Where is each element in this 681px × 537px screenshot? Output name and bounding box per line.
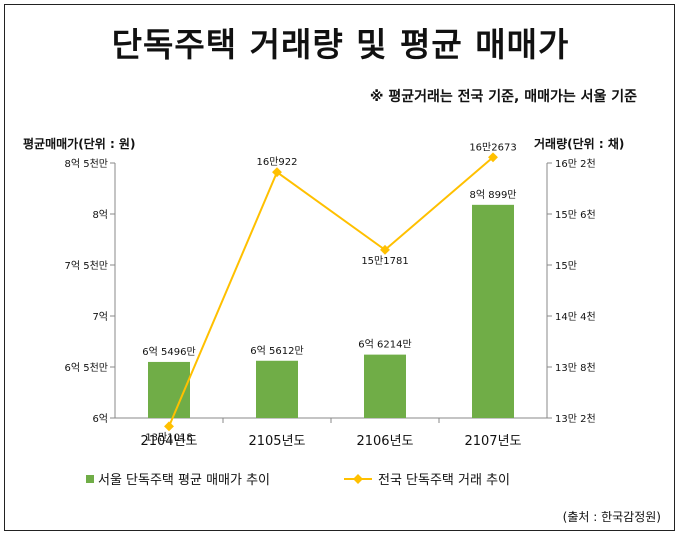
right-axis-title: 거래량(단위 : 채) [534,137,625,151]
left-tick-label: 7억 5천만 [64,260,108,272]
bar-value-label: 6억 5496만 [142,346,195,358]
bar [256,360,298,418]
right-tick-label: 13만 8천 [555,362,596,374]
bar-value-label: 8억 899만 [469,189,516,201]
bar-series [148,204,514,418]
legend-line-label: 전국 단독주택 거래 추이 [378,473,510,488]
line-point [380,244,390,255]
right-tick-label: 14만 4천 [555,311,596,323]
line-value-label: 15만1781 [361,255,408,267]
left-tick-label: 8억 5천만 [64,158,108,170]
right-tick-label: 13만 2천 [555,413,596,425]
line-series [164,152,498,432]
left-axis-title: 평균매매가(단위 : 원) [23,137,136,151]
data-labels: 6억 5496만 6억 5612만 6억 6214만 8억 899만 13만1018 16… [142,141,516,443]
bar [148,361,190,418]
x-tick-label: 2106년도 [356,434,413,449]
right-tick-label: 16만 2천 [555,158,596,170]
bar [472,204,514,418]
series-line [168,156,494,427]
chart-title: 단독주택 거래량 및 평균 매매가 [111,25,570,64]
line-value-label: 16만2673 [469,141,516,153]
chart-frame [4,4,675,531]
line-point [488,152,498,163]
bar [364,354,406,418]
left-tick-label: 8억 [92,209,108,221]
x-tick-label: 2104년도 [140,434,197,449]
left-tick-label: 6억 [92,413,108,425]
left-tick-label: 7억 [92,311,108,323]
legend-line-marker [353,474,363,484]
axes: 6억 6억 5천만 7억 7억 5천만 8억 8억 5천만 13만 2천 13만 8천 14만 … [64,158,595,449]
line-point [272,167,282,178]
right-tick-label: 15만 [555,260,577,272]
legend-bar-label: 서울 단독주택 평균 매매가 추이 [98,473,270,488]
source-note: (출처 : 한국감정원) [562,510,661,524]
line-value-label: 16만922 [256,156,297,168]
right-tick-label: 15만 6천 [555,209,596,221]
line-point [164,421,174,432]
bar-value-label: 6억 6214만 [358,339,411,351]
left-tick-label: 6억 5천만 [64,362,108,374]
chart-subtitle: ※ 평균거래는 전국 기준, 매매가는 서울 기준 [369,89,637,105]
x-tick-label: 2107년도 [464,434,521,449]
x-tick-label: 2105년도 [248,434,305,449]
bar-value-label: 6억 5612만 [250,345,303,357]
legend-bar-swatch [86,475,94,483]
line-value-label: 13만1018 [145,431,192,443]
legend: 서울 단독주택 평균 매매가 추이 전국 단독주택 거래 추이 [86,473,510,488]
